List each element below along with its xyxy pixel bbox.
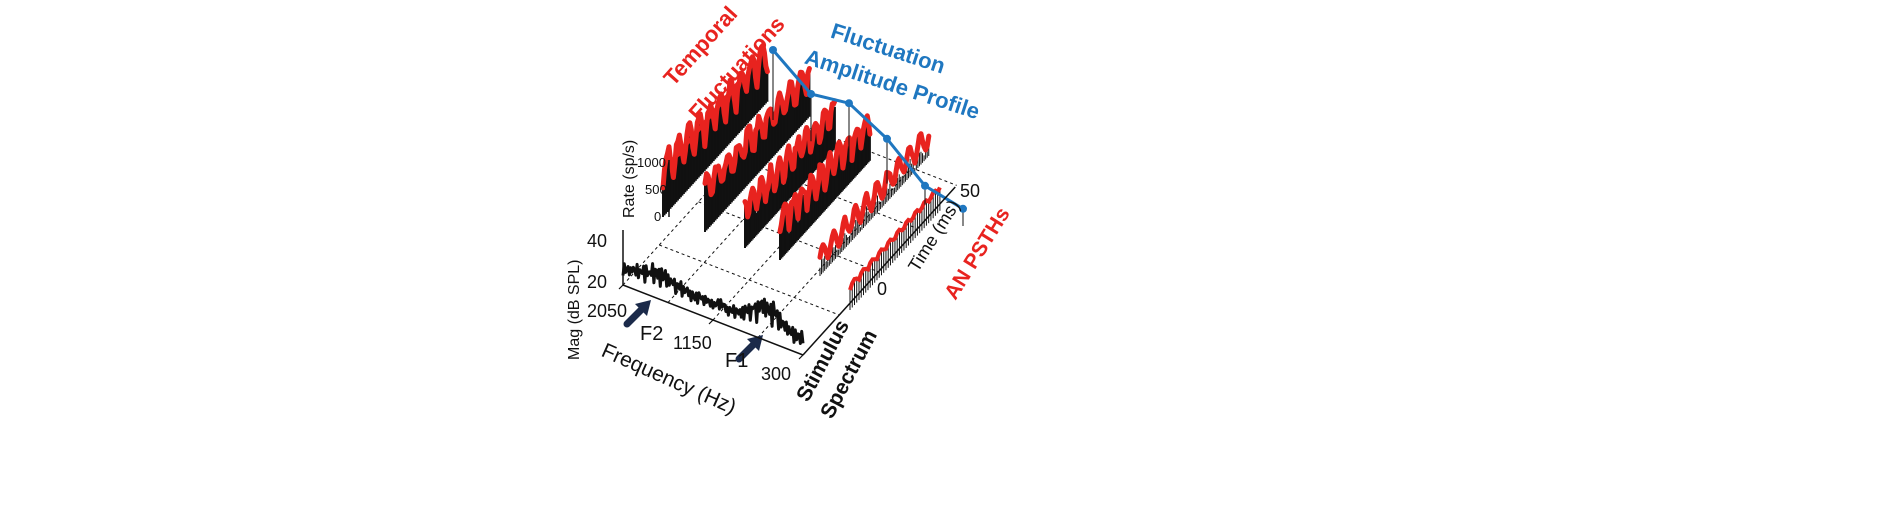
psth-envelope-red (817, 131, 932, 261)
floor-grid-line (659, 244, 840, 316)
profile-point (769, 46, 777, 54)
fluctuation-amplitude-profile (769, 46, 967, 226)
rate-axis-label: Rate (sp/s) (621, 139, 638, 218)
profile-point (959, 204, 967, 213)
profile-line (771, 49, 964, 211)
freq-tick-mark (798, 354, 804, 360)
freq-tick-1150: 1150 (673, 333, 712, 353)
psth-envelope-red (702, 66, 812, 198)
stimulus-spectrum-line (621, 262, 805, 345)
mag-axis-label: Mag (dB SPL) (566, 259, 583, 360)
temporal-arrow-head (673, 144, 687, 160)
axis-lines (618, 160, 956, 360)
f2-arrow-head (635, 300, 651, 316)
freq-tick-mark (618, 284, 624, 290)
temporal-arrow-head (725, 82, 739, 98)
profile-point (921, 181, 929, 190)
psth-envelope-red (742, 98, 838, 220)
f1-arrow-head (747, 335, 763, 351)
rate-tick-0: 0 (654, 209, 662, 224)
mag-tick-40: 40 (587, 231, 608, 251)
stimulus-spectrum-trace (621, 262, 805, 345)
freq-tick-2050: 2050 (587, 301, 628, 321)
psth-envelope-red (777, 113, 873, 235)
time-axis-line (802, 186, 956, 356)
annotation-arrows (623, 80, 763, 363)
profile-point (807, 90, 815, 98)
rate-tick-1000: 1000 (637, 155, 666, 170)
time-tick-50: 50 (960, 181, 981, 201)
rate-tick-500: 500 (645, 182, 667, 197)
psth-3d-diagram (618, 42, 967, 363)
figure-panel: Temporal Fluctuations Fluctuation Amplit… (565, 1, 1465, 525)
time-tick-0: 0 (877, 279, 888, 299)
profile-point (883, 134, 891, 143)
temporal-arrow-shaft (671, 80, 741, 162)
mag-tick-20: 20 (587, 272, 608, 292)
formant-f2-label: F2 (640, 323, 664, 345)
freq-tick-300: 300 (761, 364, 792, 384)
profile-point (845, 99, 853, 108)
psth-envelope-red (660, 42, 770, 191)
formant-f1-label: F1 (725, 350, 749, 372)
freq-tick-mark (708, 319, 714, 325)
